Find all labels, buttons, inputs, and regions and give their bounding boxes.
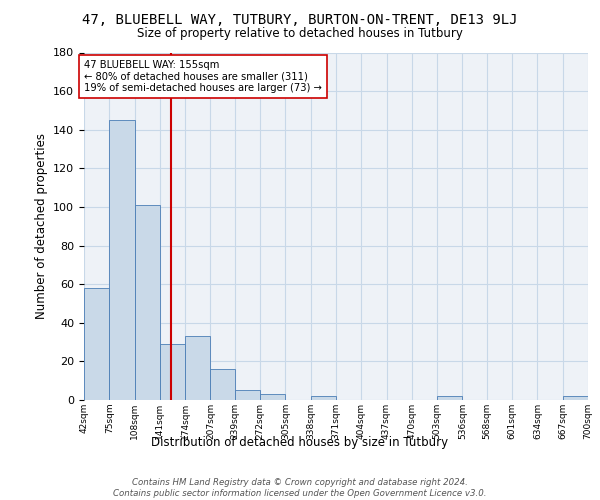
Bar <box>109 120 134 400</box>
Text: Distribution of detached houses by size in Tutbury: Distribution of detached houses by size … <box>151 436 449 449</box>
Bar <box>160 344 185 400</box>
Bar <box>235 390 260 400</box>
Bar <box>84 288 109 400</box>
Text: Contains HM Land Registry data © Crown copyright and database right 2024.
Contai: Contains HM Land Registry data © Crown c… <box>113 478 487 498</box>
Y-axis label: Number of detached properties: Number of detached properties <box>35 133 47 320</box>
Text: 47, BLUEBELL WAY, TUTBURY, BURTON-ON-TRENT, DE13 9LJ: 47, BLUEBELL WAY, TUTBURY, BURTON-ON-TRE… <box>82 12 518 26</box>
Bar <box>211 369 235 400</box>
Bar <box>437 396 463 400</box>
Text: 47 BLUEBELL WAY: 155sqm
← 80% of detached houses are smaller (311)
19% of semi-d: 47 BLUEBELL WAY: 155sqm ← 80% of detache… <box>85 60 322 94</box>
Bar <box>563 396 588 400</box>
Bar <box>260 394 286 400</box>
Bar <box>134 205 160 400</box>
Bar <box>311 396 336 400</box>
Text: Size of property relative to detached houses in Tutbury: Size of property relative to detached ho… <box>137 28 463 40</box>
Bar <box>185 336 211 400</box>
